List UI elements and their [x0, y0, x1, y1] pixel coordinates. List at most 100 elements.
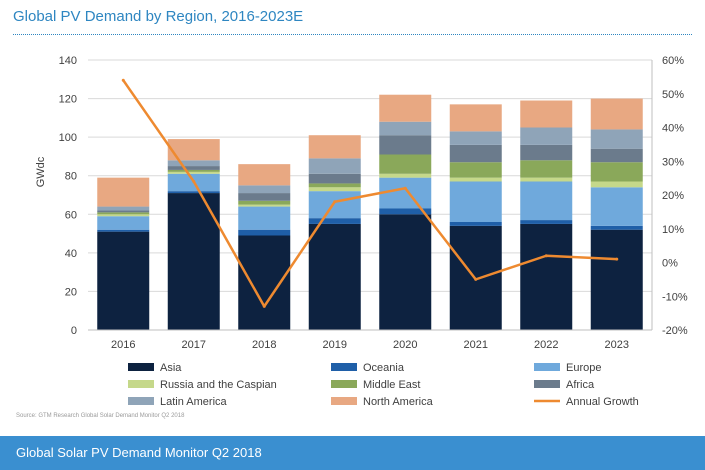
y2-tick-label: 50% — [662, 89, 684, 101]
bar-segment — [97, 229, 150, 232]
x-tick-label: 2017 — [182, 339, 206, 351]
y-axis-label: GWdc — [35, 156, 47, 187]
bar-segment — [308, 183, 361, 188]
bar-segment — [520, 100, 573, 128]
bar-segment — [590, 181, 643, 188]
y2-tick-label: 40% — [662, 123, 684, 135]
legend-label: Annual Growth — [566, 396, 639, 408]
bar-segment — [238, 193, 291, 201]
bar-segment — [379, 177, 432, 209]
footer-bar: Global Solar PV Demand Monitor Q2 2018 — [0, 436, 705, 470]
x-tick-label: 2019 — [323, 339, 347, 351]
legend-label: Asia — [160, 362, 182, 374]
bar-segment — [520, 144, 573, 161]
bar-segment — [238, 185, 291, 194]
bar-segment — [167, 139, 220, 161]
y-tick-label: 140 — [59, 55, 77, 67]
growth-point — [333, 200, 337, 204]
y-tick-label: 60 — [65, 209, 77, 221]
legend-label: Middle East — [363, 379, 420, 391]
bar-segment — [238, 204, 291, 207]
bar-segment — [97, 231, 150, 330]
legend-swatch — [331, 397, 357, 405]
bar-segment — [238, 200, 291, 205]
bar-segment — [308, 218, 361, 224]
legend-label: Oceania — [363, 362, 405, 374]
bar-segment — [238, 164, 291, 186]
y2-tick-label: -10% — [662, 291, 688, 303]
growth-line — [121, 78, 619, 308]
bar-segment — [590, 162, 643, 182]
bar-segment — [449, 104, 502, 132]
growth-polyline — [122, 79, 617, 308]
y-tick-label: 100 — [59, 132, 77, 144]
axes: 0 20 40 60 80 100 120 140 -20% -10% 0% 10% 20% 30% 40%… — [35, 55, 688, 351]
bar-segment — [520, 160, 573, 178]
bar-segment — [590, 229, 643, 330]
bar-segment — [308, 191, 361, 219]
bar-segment — [167, 166, 220, 170]
y-tick-label: 80 — [65, 171, 77, 183]
x-tick-label: 2016 — [111, 339, 135, 351]
growth-point — [262, 304, 266, 308]
growth-point — [192, 180, 196, 183]
y-tick-label: 120 — [59, 94, 77, 106]
legend-label: North America — [363, 396, 434, 408]
legend-swatch — [331, 380, 357, 388]
stacked-bar-chart: 0 20 40 60 80 100 120 140 -20% -10% 0% 10% 20% 30% 40%… — [35, 55, 688, 408]
y2-tick-label: 20% — [662, 190, 684, 202]
bar-segment — [520, 177, 573, 182]
bar-segment — [238, 229, 291, 236]
growth-point — [474, 277, 478, 281]
bar-segment — [97, 206, 150, 211]
bar-segment — [308, 135, 361, 159]
bar-segment — [449, 181, 502, 222]
bar-segment — [97, 216, 150, 230]
y2-tick-label: 10% — [662, 224, 684, 236]
legend-swatch — [128, 363, 154, 371]
bar-segment — [238, 206, 291, 230]
y2-tick-label: 0% — [662, 258, 678, 270]
bar-segment — [97, 212, 150, 215]
legend-swatch — [534, 363, 560, 371]
bar-segment — [379, 208, 432, 215]
y-tick-label: 40 — [65, 248, 77, 260]
bar-segment — [379, 121, 432, 136]
y2-tick-label: 60% — [662, 55, 684, 67]
legend-label: Latin America — [160, 396, 228, 408]
bar-segment — [590, 187, 643, 226]
growth-point — [121, 78, 125, 82]
legend-swatch — [128, 397, 154, 405]
legend-swatch — [331, 363, 357, 371]
bar-segment — [308, 223, 361, 330]
legend-label: Africa — [566, 379, 595, 391]
y-tick-label: 0 — [71, 325, 77, 337]
legend-label: Russia and the Caspian — [160, 379, 277, 391]
bar-segment — [379, 214, 432, 330]
bar-segment — [379, 94, 432, 122]
bar-segment — [379, 173, 432, 178]
bar-segment — [590, 98, 643, 130]
growth-point — [544, 254, 548, 258]
y-tick-label: 20 — [65, 286, 77, 298]
chart-title: Global PV Demand by Region, 2016-2023E — [13, 8, 304, 25]
bar-segment — [590, 225, 643, 230]
bar-segment — [308, 173, 361, 184]
footer-title: Global Solar PV Demand Monitor Q2 2018 — [16, 445, 262, 460]
bar-segment — [449, 131, 502, 145]
x-tick-label: 2021 — [464, 339, 488, 351]
bar-segment — [379, 154, 432, 174]
title-divider — [13, 34, 692, 35]
x-tick-label: 2022 — [534, 339, 558, 351]
bar-segment — [590, 129, 643, 149]
bar-segment — [97, 177, 150, 207]
bar-segment — [379, 135, 432, 155]
bar-segment — [308, 187, 361, 192]
bar-segment — [449, 177, 502, 182]
x-tick-label: 2023 — [605, 339, 629, 351]
legend-swatch — [534, 380, 560, 388]
legend: Asia Oceania Europe Russia and the Caspian M… — [128, 362, 639, 408]
source-note: Source: GTM Research Global Solar Demand… — [16, 413, 185, 419]
bar-segment — [308, 158, 361, 174]
y2-tick-label: -20% — [662, 325, 688, 337]
